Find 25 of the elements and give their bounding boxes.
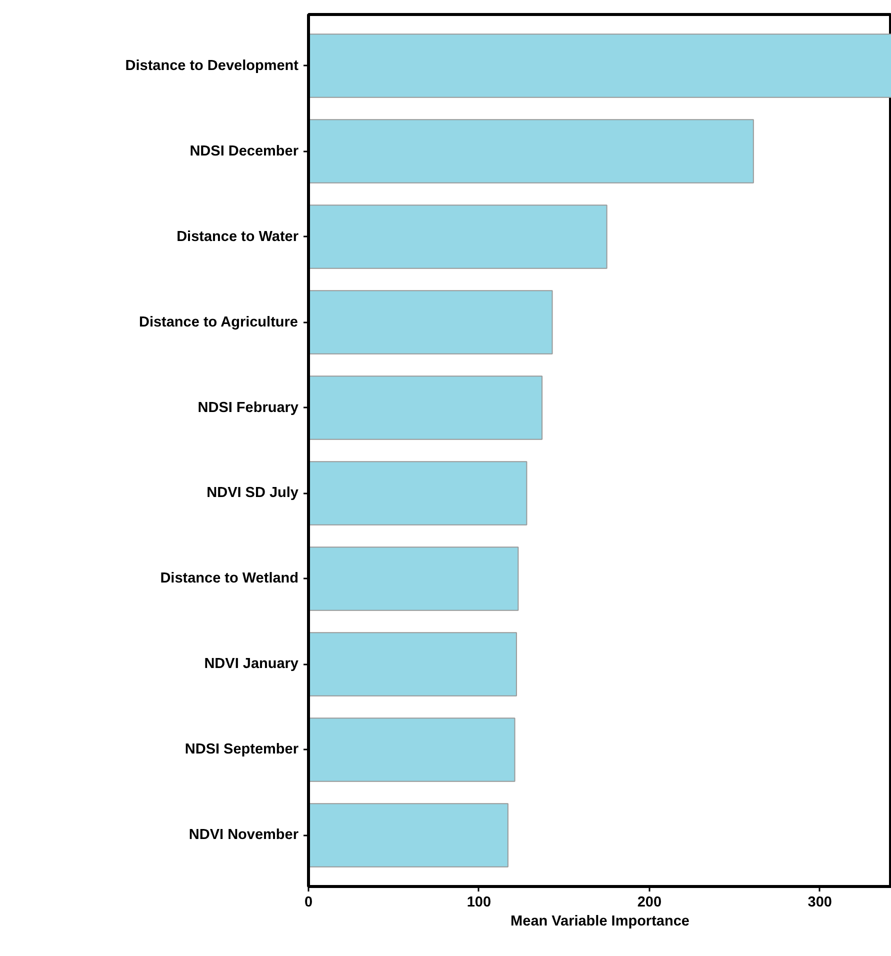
y-tick-label: NDVI November — [188, 827, 299, 844]
bar — [308, 803, 508, 868]
y-tick-label: NDVI SD July — [206, 485, 298, 502]
x-tick-label: 100 — [466, 894, 492, 910]
x-tick-label: 200 — [637, 894, 662, 910]
bar — [308, 632, 517, 696]
y-tick-label: Distance to Water — [176, 228, 299, 245]
x-tick-label: 300 — [808, 894, 832, 910]
y-tick-label: NDSI September — [184, 742, 299, 758]
bar — [308, 204, 608, 269]
y-tick-label: NDSI February — [198, 400, 299, 416]
bar — [308, 718, 516, 782]
y-tick-label: NDVI January — [204, 656, 299, 672]
bar — [308, 376, 543, 440]
bar — [308, 34, 891, 98]
bar — [308, 546, 519, 611]
bar — [308, 461, 528, 526]
bar — [308, 119, 754, 184]
y-tick-label: Distance to Wetland — [160, 570, 299, 587]
x-axis-title: Mean Variable Importance — [510, 914, 690, 930]
x-tick-label: 0 — [304, 894, 313, 910]
bar — [308, 290, 553, 354]
y-tick-label: Distance to Agriculture — [138, 314, 298, 330]
y-tick-label: Distance to Development — [125, 58, 299, 74]
y-tick-label: NDSI December — [190, 143, 299, 160]
